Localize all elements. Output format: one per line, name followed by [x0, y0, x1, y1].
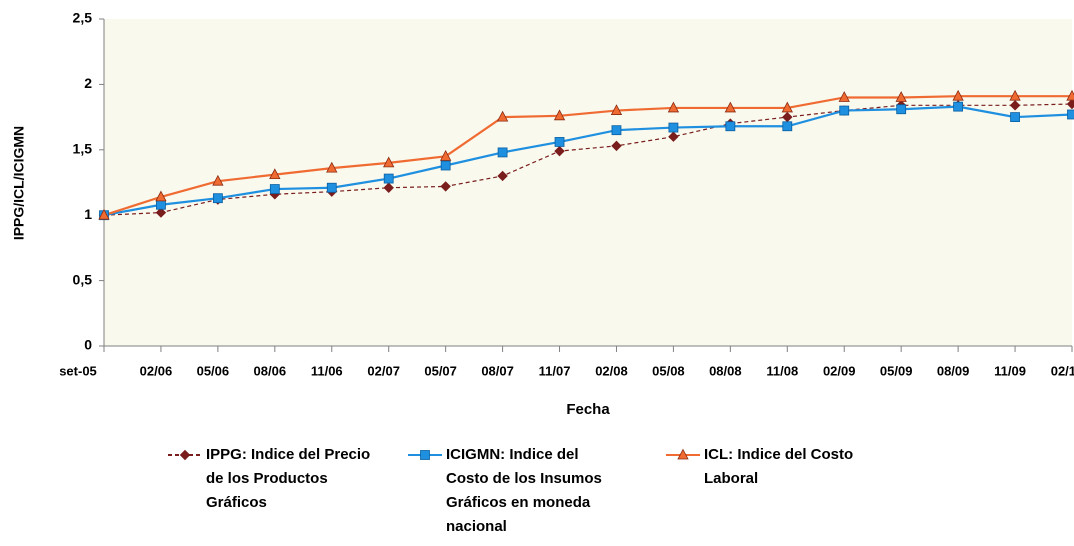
point — [610, 104, 623, 115]
point — [1009, 89, 1021, 101]
point — [838, 91, 850, 102]
x-tick-label: 08/09 — [937, 363, 970, 378]
point — [156, 199, 166, 210]
x-tick-label: 02/09 — [823, 363, 856, 378]
x-tick-label: set-05 — [59, 363, 97, 378]
x-tick-label: 05/09 — [880, 363, 913, 378]
point — [98, 208, 110, 220]
point — [383, 182, 394, 193]
y-tick-label: 0,5 — [73, 271, 93, 287]
point — [1010, 112, 1020, 122]
point — [439, 149, 452, 161]
y-tick-label: 1 — [84, 206, 92, 222]
point — [326, 182, 337, 193]
series-line — [103, 105, 1073, 217]
x-tick-label: 05/07 — [424, 363, 457, 378]
x-axis-label: Fecha — [566, 401, 610, 418]
legend-label: IPPG: Indice del Precio de los Productos G… — [206, 446, 370, 511]
y-tick-label: 2 — [84, 75, 92, 91]
x-tick-label: 02/08 — [595, 363, 628, 378]
point — [677, 448, 689, 460]
point — [155, 190, 167, 202]
point — [1066, 89, 1074, 101]
point — [952, 89, 964, 101]
point — [155, 207, 167, 218]
point — [497, 147, 508, 158]
y-tick-label: 1,5 — [73, 141, 93, 157]
point — [781, 101, 793, 113]
point — [269, 168, 281, 180]
point — [782, 121, 793, 132]
x-tick-label: 11/08 — [766, 363, 798, 378]
x-tick-label: 02/06 — [140, 363, 173, 378]
x-tick-label: 08/08 — [709, 363, 742, 378]
point — [553, 109, 566, 121]
point — [896, 104, 907, 115]
x-tick-label: 05/08 — [652, 363, 685, 378]
series-line — [103, 95, 1072, 217]
point — [440, 181, 451, 192]
legend-label: ICL: Indice del Costo Laboral — [704, 446, 853, 487]
x-tick-label: 02/07 — [367, 363, 400, 378]
point — [839, 105, 850, 116]
point — [611, 125, 622, 136]
point — [420, 450, 430, 460]
legend-label: ICIGMN: Indice del Costo de los Insumos Gr… — [446, 446, 602, 535]
point — [1066, 98, 1074, 110]
point — [554, 137, 565, 147]
point — [725, 121, 736, 132]
point — [383, 173, 394, 184]
point — [269, 184, 280, 194]
plot-area — [104, 19, 1072, 346]
point — [440, 160, 451, 171]
point — [895, 91, 907, 102]
point — [496, 110, 509, 122]
point — [724, 101, 737, 113]
point — [667, 101, 680, 113]
point — [326, 161, 338, 173]
x-tick-label: 11/09 — [994, 363, 1026, 378]
point — [497, 170, 508, 182]
x-tick-label: 11/06 — [311, 363, 343, 378]
x-tick-label: 02/10 — [1051, 363, 1074, 378]
point — [179, 449, 191, 461]
y-tick-label: 0 — [84, 337, 92, 353]
x-tick-label: 08/06 — [254, 363, 287, 378]
x-tick-label: 08/07 — [481, 363, 514, 378]
point — [1067, 109, 1074, 120]
point — [554, 145, 565, 157]
point — [953, 101, 964, 112]
point — [668, 131, 679, 142]
x-tick-label: 11/07 — [539, 363, 571, 378]
y-tick-label: 2,5 — [73, 10, 93, 26]
series-line — [103, 103, 1073, 216]
point — [212, 193, 223, 204]
point — [668, 122, 679, 133]
point — [1009, 100, 1021, 111]
x-tick-label: 05/06 — [197, 363, 230, 378]
point — [611, 140, 622, 152]
point — [383, 156, 395, 168]
point — [212, 174, 224, 186]
y-axis-label: IPPG/ICL/ICIGMN — [11, 126, 27, 240]
